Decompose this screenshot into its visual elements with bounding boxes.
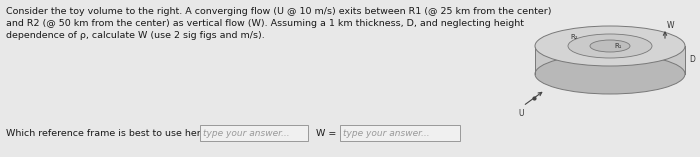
Ellipse shape <box>590 40 630 52</box>
Text: W: W <box>667 22 675 30</box>
Text: type your answer...: type your answer... <box>203 128 290 138</box>
Text: Which reference frame is best to use here?: Which reference frame is best to use her… <box>6 128 211 138</box>
FancyBboxPatch shape <box>340 125 460 141</box>
Text: type your answer...: type your answer... <box>343 128 430 138</box>
Ellipse shape <box>535 54 685 94</box>
Text: R₂: R₂ <box>570 34 578 40</box>
Ellipse shape <box>535 26 685 66</box>
Text: U: U <box>518 108 524 117</box>
Text: Consider the toy volume to the right. A converging flow (U @ 10 m/s) exits betwe: Consider the toy volume to the right. A … <box>6 7 552 16</box>
Polygon shape <box>535 46 685 74</box>
FancyBboxPatch shape <box>200 125 308 141</box>
Text: R₁: R₁ <box>614 43 622 49</box>
Text: dependence of ρ, calculate W (use 2 sig figs and m/s).: dependence of ρ, calculate W (use 2 sig … <box>6 31 265 40</box>
Text: W =: W = <box>316 128 337 138</box>
Text: and R2 (@ 50 km from the center) as vertical flow (W). Assuming a 1 km thickness: and R2 (@ 50 km from the center) as vert… <box>6 19 524 28</box>
Ellipse shape <box>568 34 652 58</box>
Text: D: D <box>689 56 695 65</box>
